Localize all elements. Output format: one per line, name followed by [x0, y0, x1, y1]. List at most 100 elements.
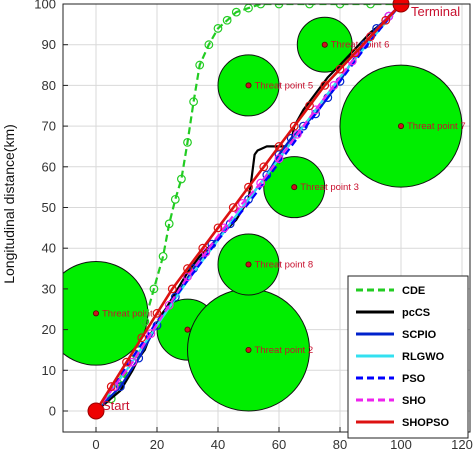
legend-label-shopso: SHOPSO — [402, 417, 450, 429]
series-point-cde-20 — [305, 4, 314, 9]
y-tick-label-30: 30 — [42, 281, 56, 296]
series-point-sho-2 — [128, 357, 138, 367]
threat-label-8: Threat point 8 — [255, 259, 314, 270]
series-point-shopso-13 — [289, 121, 299, 131]
y-tick-label-80: 80 — [42, 78, 56, 93]
legend-label-cde: CDE — [402, 285, 425, 297]
series-point-cde-7 — [164, 219, 174, 229]
series-point-cde-6 — [158, 251, 168, 261]
legend-label-scpio: SCPIO — [402, 329, 437, 341]
series-point-cde-10 — [183, 137, 192, 147]
legend-label-pccs: pcCS — [402, 307, 430, 319]
threat-center-7 — [397, 123, 404, 130]
y-tick-label-70: 70 — [42, 119, 56, 134]
series-point-cde-11 — [189, 97, 199, 107]
terminal-label: Terminal — [411, 4, 460, 19]
plot-frame — [62, 3, 471, 433]
series-point-shopso-3 — [137, 333, 147, 343]
y-tick-label-50: 50 — [42, 200, 56, 215]
start-label: Start — [102, 398, 130, 413]
series-point-cde-16 — [231, 7, 241, 17]
series-point-cde-12 — [195, 60, 205, 70]
series-point-cde-19 — [274, 4, 284, 9]
x-tick-label-0: 0 — [92, 437, 99, 452]
series-point-sho-11 — [292, 129, 302, 139]
series-point-cde-22 — [366, 4, 375, 9]
series-point-cde-21 — [335, 4, 345, 9]
y-tick-label-20: 20 — [42, 322, 56, 337]
series-point-scpio-1 — [115, 382, 125, 391]
threat-label-7: Threat point 7 — [407, 121, 466, 132]
endpoint-layer: Start Terminal — [87, 0, 460, 420]
series-point-shopso-19 — [381, 15, 391, 25]
threat-center-3 — [291, 184, 298, 191]
threat-label-3: Threat point 3 — [300, 182, 359, 193]
threat-label-2: Threat point 2 — [255, 345, 314, 356]
series-point-sho-7 — [219, 223, 229, 233]
series-point-shopso-15 — [320, 80, 330, 90]
threat-center-1 — [184, 326, 191, 333]
legend: CDE pcCS SCPIO RLGWO PSO SHO SHOPSO — [347, 275, 469, 439]
threat-center-2 — [245, 346, 252, 353]
series-point-shopso-17 — [350, 48, 360, 58]
x-tick-label-40: 40 — [211, 437, 225, 452]
threat-label-5: Threat point 5 — [255, 80, 314, 91]
series-point-scpio-4 — [170, 292, 180, 302]
series-point-sho-10 — [274, 154, 284, 164]
series-point-shopso-12 — [274, 142, 284, 151]
y-axis-label: Longitudinal distance(km) — [1, 124, 17, 284]
series-point-shopso-14 — [305, 101, 314, 111]
y-tick-label-40: 40 — [42, 241, 56, 256]
terminal-marker — [392, 0, 410, 13]
y-tick-label-0: 0 — [49, 404, 56, 419]
axes-layer: 0 20 40 60 80 100 120 0 10 20 30 40 50 60 70 80 90 100 Lon… — [1, 0, 473, 452]
series-point-shopso-8 — [213, 223, 223, 233]
series-line-sho — [95, 4, 402, 412]
series-point-cde-8 — [170, 194, 180, 204]
series-point-sho-13 — [329, 80, 339, 90]
series-point-shopso-16 — [335, 64, 345, 74]
threat-center-5 — [245, 82, 252, 89]
series-point-cde-4 — [140, 317, 150, 326]
series-point-cde-15 — [222, 15, 232, 25]
series-point-cde-18 — [256, 4, 266, 9]
series-point-shopso-10 — [244, 182, 253, 192]
series-point-shopso-11 — [259, 162, 269, 172]
series-point-shopso-4 — [152, 308, 162, 318]
x-tick-label-120: 120 — [451, 437, 473, 452]
threat-center-4 — [93, 310, 100, 317]
threat-label-4: Threat point 4 — [102, 308, 161, 319]
series-line-shopso — [94, 4, 402, 412]
threat-center-6 — [321, 41, 328, 48]
series-point-cde-9 — [176, 174, 186, 184]
y-tick-label-90: 90 — [42, 37, 56, 52]
series-line-pso — [95, 4, 402, 412]
start-marker — [87, 402, 105, 420]
y-tick-label-100: 100 — [34, 0, 56, 12]
legend-label-sho: SHO — [402, 395, 426, 407]
series-point-sho-3 — [146, 329, 156, 339]
series-point-shopso-1 — [106, 382, 116, 391]
series-point-cde-14 — [213, 24, 223, 33]
series-point-cde-13 — [204, 40, 214, 50]
series-point-sho-4 — [164, 300, 174, 310]
series-point-shopso-18 — [366, 32, 375, 41]
series-point-sho-9 — [256, 178, 266, 188]
x-tick-label-100: 100 — [390, 437, 412, 452]
y-tick-label-10: 10 — [42, 363, 56, 378]
series-point-shopso-2 — [122, 357, 131, 367]
series-point-cde-5 — [149, 284, 159, 294]
series-point-shopso-5 — [167, 284, 177, 294]
legend-label-pso: PSO — [402, 373, 426, 385]
series-point-shopso-6 — [183, 264, 192, 273]
series-point-shopso-9 — [228, 203, 238, 212]
series-point-sho-12 — [311, 105, 321, 115]
x-tick-label-80: 80 — [333, 437, 347, 452]
y-tick-label-60: 60 — [42, 159, 56, 174]
legend-label-rlgwo: RLGWO — [402, 351, 445, 363]
x-tick-label-60: 60 — [272, 437, 286, 452]
threat-center-8 — [245, 261, 252, 268]
